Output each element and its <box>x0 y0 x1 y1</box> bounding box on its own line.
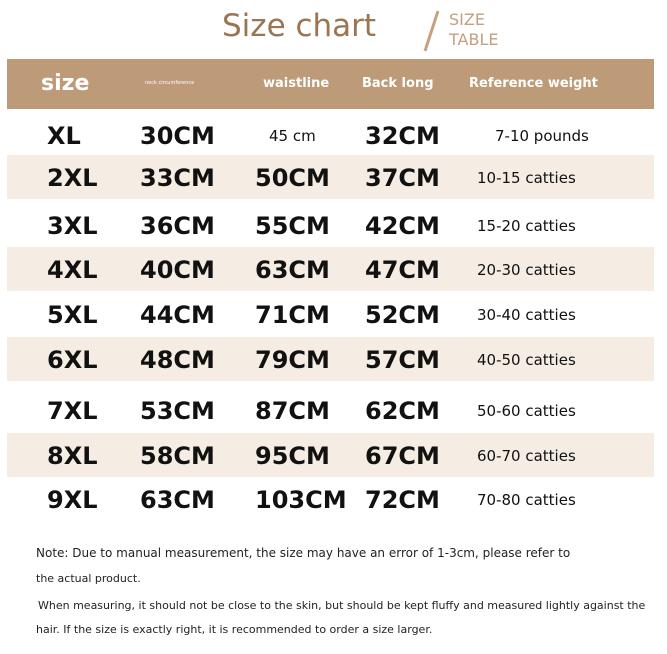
table-header: size neck circumference waistline Back l… <box>7 59 654 109</box>
note-line: hair. If the size is exactly right, it i… <box>36 623 433 636</box>
table-row: 7XL 53CM 87CM 62CM 50-60 catties <box>7 388 654 432</box>
cell-weight: 60-70 catties <box>477 447 576 465</box>
cell-waistline: 50CM <box>255 164 330 192</box>
cell-size: 9XL <box>47 486 98 514</box>
cell-weight: 30-40 catties <box>477 306 576 324</box>
note-line: When measuring, it should not be close t… <box>38 599 646 612</box>
header-reference-weight: Reference weight <box>469 76 598 91</box>
table-row: 8XL 58CM 95CM 67CM 60-70 catties <box>7 433 654 477</box>
subtitle-line: SIZE <box>449 10 485 29</box>
table-row: 3XL 36CM 55CM 42CM 15-20 catties <box>7 203 654 247</box>
cell-size: 7XL <box>47 397 98 425</box>
cell-neck: 36CM <box>140 212 215 240</box>
cell-waistline: 55CM <box>255 212 330 240</box>
cell-size: 6XL <box>47 346 98 374</box>
title: Size chart <box>222 8 377 44</box>
cell-neck: 48CM <box>140 346 215 374</box>
table-row: 6XL 48CM 79CM 57CM 40-50 catties <box>7 337 654 381</box>
cell-waistline: 95CM <box>255 442 330 470</box>
cell-neck: 58CM <box>140 442 215 470</box>
cell-back-long: 47CM <box>365 256 440 284</box>
header-back-long: Back long <box>362 76 434 91</box>
subtitle: SIZE TABLE <box>449 10 498 50</box>
cell-neck: 40CM <box>140 256 215 284</box>
cell-back-long: 62CM <box>365 397 440 425</box>
table-row: 5XL 44CM 71CM 52CM 30-40 catties <box>7 292 654 336</box>
cell-back-long: 42CM <box>365 212 440 240</box>
cell-size: 4XL <box>47 256 98 284</box>
table-row: 9XL 63CM 103CM 72CM 70-80 catties <box>7 477 654 521</box>
cell-waistline: 45 cm <box>269 127 316 145</box>
cell-weight: 40-50 catties <box>477 351 576 369</box>
cell-neck: 33CM <box>140 164 215 192</box>
table-row: 4XL 40CM 63CM 47CM 20-30 catties <box>7 247 654 291</box>
cell-waistline: 79CM <box>255 346 330 374</box>
header-waistline: waistline <box>263 76 330 91</box>
cell-waistline: 87CM <box>255 397 330 425</box>
cell-neck: 63CM <box>140 486 215 514</box>
cell-back-long: 32CM <box>365 122 440 150</box>
cell-waistline: 71CM <box>255 301 330 329</box>
header-neck: neck circumference <box>145 80 195 86</box>
cell-weight: 7-10 pounds <box>495 127 589 145</box>
cell-weight: 10-15 catties <box>477 169 576 187</box>
cell-waistline: 103CM <box>255 486 347 514</box>
cell-size: 5XL <box>47 301 98 329</box>
cell-neck: 44CM <box>140 301 215 329</box>
cell-back-long: 52CM <box>365 301 440 329</box>
table-row: XL 30CM 45 cm 32CM 7-10 pounds <box>7 113 654 157</box>
cell-weight: 15-20 catties <box>477 217 576 235</box>
note-line: Note: Due to manual measurement, the siz… <box>36 546 571 560</box>
cell-size: 2XL <box>47 164 98 192</box>
cell-back-long: 57CM <box>365 346 440 374</box>
cell-size: XL <box>47 122 81 150</box>
table-row: 2XL 33CM 50CM 37CM 10-15 catties <box>7 155 654 199</box>
note-line: the actual product. <box>36 572 141 585</box>
cell-size: 3XL <box>47 212 98 240</box>
cell-neck: 30CM <box>140 122 215 150</box>
cell-back-long: 67CM <box>365 442 440 470</box>
subtitle-line: TABLE <box>449 30 499 49</box>
cell-weight: 50-60 catties <box>477 402 576 420</box>
cell-weight: 20-30 catties <box>477 261 576 279</box>
header-size: size <box>41 71 90 96</box>
slash-divider <box>423 10 440 52</box>
cell-back-long: 72CM <box>365 486 440 514</box>
cell-back-long: 37CM <box>365 164 440 192</box>
cell-neck: 53CM <box>140 397 215 425</box>
cell-size: 8XL <box>47 442 98 470</box>
cell-waistline: 63CM <box>255 256 330 284</box>
cell-weight: 70-80 catties <box>477 491 576 509</box>
